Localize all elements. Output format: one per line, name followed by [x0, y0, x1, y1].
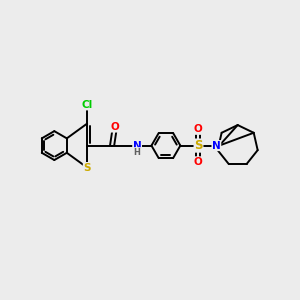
Text: N: N — [133, 141, 142, 151]
Text: S: S — [83, 163, 91, 172]
Text: N: N — [212, 141, 221, 151]
Text: O: O — [194, 157, 203, 167]
Text: O: O — [194, 124, 203, 134]
Text: S: S — [194, 139, 202, 152]
Text: Cl: Cl — [81, 100, 93, 110]
Text: H: H — [134, 148, 141, 157]
Text: O: O — [110, 122, 119, 132]
